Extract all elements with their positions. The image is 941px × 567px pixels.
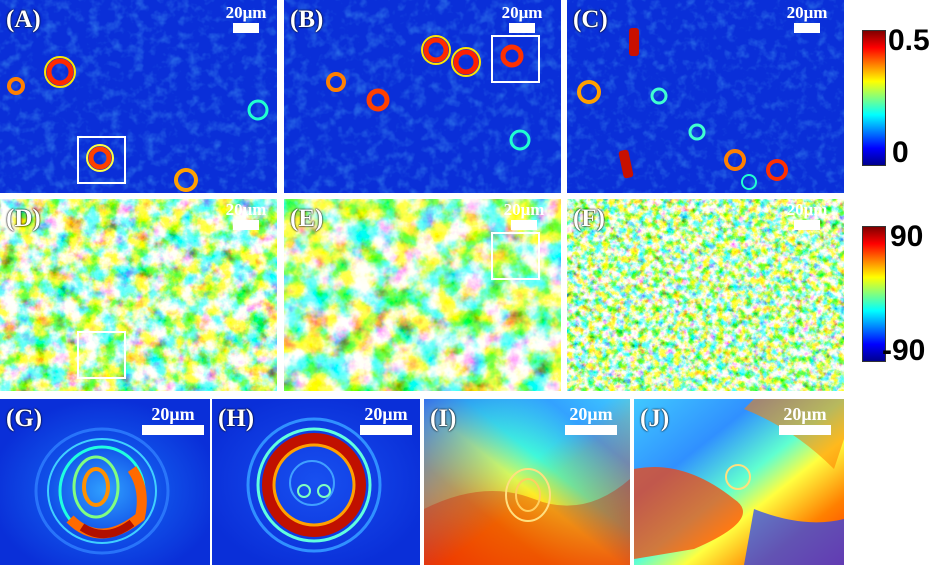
- panel-j: (J) 20μm: [634, 399, 844, 565]
- panel-label: (B): [290, 6, 324, 33]
- panel-f-image: [567, 199, 844, 391]
- panel-e: (E) 20μm: [284, 199, 561, 391]
- panel-label: (I): [430, 405, 457, 432]
- panel-d-image: [0, 199, 277, 391]
- scale-bar-line: [511, 220, 537, 230]
- scale-bar-line: [142, 425, 204, 435]
- angle-colorbar: [862, 226, 886, 362]
- scale-bar: 20μm: [140, 405, 206, 435]
- scale-bar-label: 20μm: [225, 200, 267, 219]
- scale-bar: 20μm: [494, 4, 550, 33]
- scale-bar: 20μm: [218, 201, 274, 230]
- scale-bar: 20μm: [779, 4, 835, 33]
- panel-e-image: [284, 199, 561, 391]
- panel-c: (C) 20μm: [567, 0, 844, 193]
- scale-bar-line: [779, 425, 831, 435]
- panel-label: (C): [573, 6, 608, 33]
- magnitude-colorbar-max: 0.5: [888, 24, 930, 57]
- panel-a: (A) 20μm: [0, 0, 277, 193]
- scale-bar-label: 20μm: [569, 404, 613, 424]
- scale-bar: 20μm: [354, 405, 418, 435]
- panel-label: (A): [6, 6, 41, 33]
- scale-bar-label: 20μm: [786, 3, 828, 22]
- panel-f: (F) 20μm: [567, 199, 844, 391]
- scale-bar-line: [233, 23, 259, 33]
- panel-g: (G) 20μm: [0, 399, 210, 565]
- scale-bar-line: [794, 220, 820, 230]
- panel-a-image: [0, 0, 277, 193]
- panel-label: (F): [573, 205, 605, 232]
- angle-colorbar-min: -90: [882, 334, 926, 367]
- magnitude-colorbar-min: 0: [892, 136, 909, 169]
- scale-bar-label: 20μm: [783, 404, 827, 424]
- scale-bar-label: 20μm: [225, 3, 267, 22]
- angle-colorbar-max: 90: [890, 220, 924, 253]
- panel-label: (H): [218, 405, 255, 432]
- scale-bar: 20μm: [218, 4, 274, 33]
- scale-bar-line: [233, 220, 259, 230]
- magnitude-colorbar: [862, 30, 886, 166]
- panel-label: (D): [6, 205, 41, 232]
- scale-bar-label: 20μm: [501, 3, 543, 22]
- roi-box: [77, 331, 126, 379]
- panel-h: (H) 20μm: [212, 399, 420, 565]
- panel-b: (B) 20μm: [284, 0, 561, 193]
- scale-bar-line: [509, 23, 535, 33]
- panel-label: (J): [640, 405, 670, 432]
- roi-box: [491, 232, 540, 280]
- scale-bar-line: [565, 425, 617, 435]
- scale-bar-label: 20μm: [364, 404, 408, 424]
- panel-c-image: [567, 0, 844, 193]
- panel-label: (E): [290, 205, 324, 232]
- panel-i: (I) 20μm: [424, 399, 630, 565]
- roi-box: [491, 35, 540, 83]
- panel-label: (G): [6, 405, 43, 432]
- roi-box: [77, 136, 126, 184]
- scale-bar: 20μm: [779, 201, 835, 230]
- scale-bar: 20μm: [560, 405, 622, 435]
- scale-bar-line: [360, 425, 412, 435]
- panel-d: (D) 20μm: [0, 199, 277, 391]
- scale-bar-line: [794, 23, 820, 33]
- scale-bar: 20μm: [774, 405, 836, 435]
- scale-bar-label: 20μm: [151, 404, 195, 424]
- scale-bar-label: 20μm: [503, 200, 545, 219]
- scale-bar: 20μm: [496, 201, 552, 230]
- scale-bar-label: 20μm: [786, 200, 828, 219]
